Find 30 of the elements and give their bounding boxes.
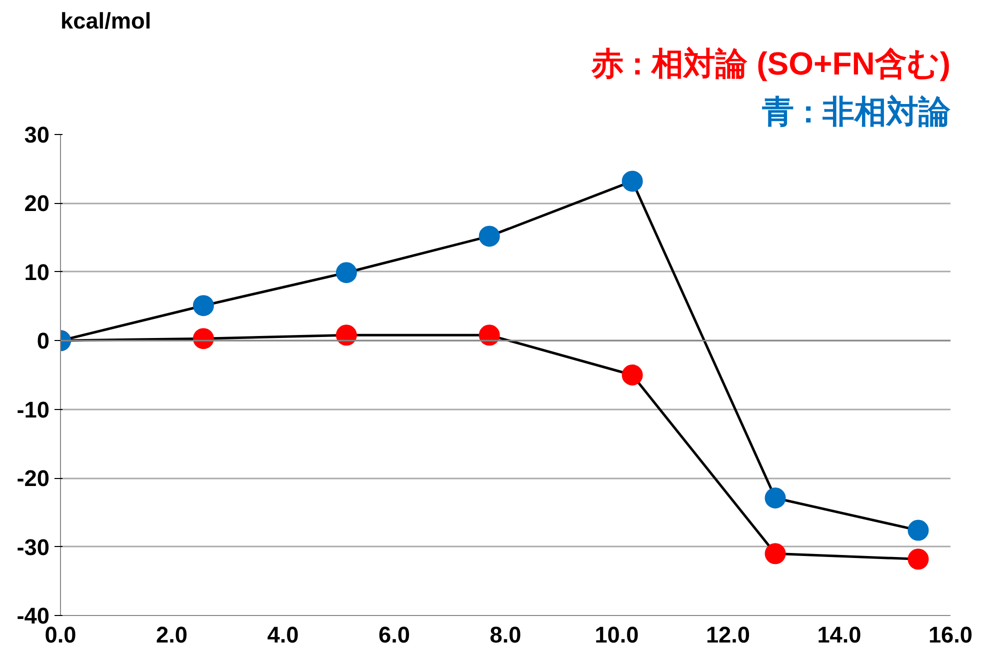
point bbox=[622, 170, 643, 192]
point bbox=[478, 226, 500, 247]
y-tick-label: 20 bbox=[24, 190, 50, 216]
text: 青 : 非相対論 bbox=[761, 94, 952, 130]
x-tick-label: 4.0 bbox=[267, 622, 299, 648]
y-axis-title: kcal/mol bbox=[60, 8, 152, 34]
x-tick-label: 2.0 bbox=[156, 622, 188, 648]
x-tick-label: 16.0 bbox=[928, 622, 973, 648]
point bbox=[478, 324, 500, 346]
point bbox=[336, 262, 357, 284]
point bbox=[622, 364, 643, 386]
text: 赤 : 相対論 (SO+FN含む) bbox=[590, 46, 950, 82]
point bbox=[908, 548, 929, 570]
x-tick-label: 12.0 bbox=[706, 622, 750, 648]
x-tick-label: 6.0 bbox=[378, 622, 410, 648]
point bbox=[764, 488, 786, 508]
y-tick-label: 10 bbox=[24, 258, 50, 285]
y-tick-label: -10 bbox=[16, 396, 50, 422]
x-tick-label: 10.0 bbox=[594, 622, 639, 648]
x-tick-label: 8.0 bbox=[490, 622, 522, 648]
point bbox=[192, 295, 214, 316]
point bbox=[192, 328, 214, 350]
y-tick-label: -20 bbox=[16, 465, 50, 492]
y-tick-label: 30 bbox=[24, 122, 50, 148]
point bbox=[336, 324, 357, 346]
y-tick-label: -30 bbox=[16, 534, 50, 560]
x-tick-label: 14.0 bbox=[817, 622, 862, 648]
point bbox=[908, 520, 929, 541]
y-tick-label: 0 bbox=[36, 328, 50, 354]
point bbox=[764, 543, 786, 564]
